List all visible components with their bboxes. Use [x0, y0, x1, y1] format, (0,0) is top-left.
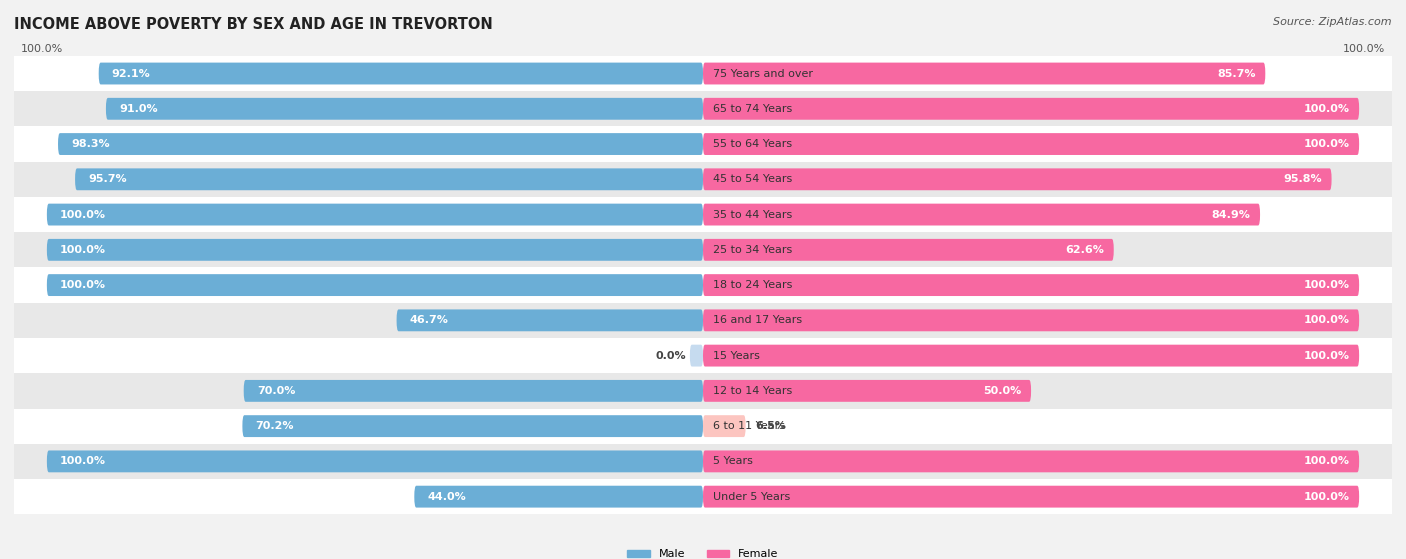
Text: 0.0%: 0.0% — [657, 350, 686, 361]
Text: 95.7%: 95.7% — [89, 174, 127, 184]
Text: 100.0%: 100.0% — [1343, 44, 1385, 54]
Text: 75 Years and over: 75 Years and over — [713, 69, 813, 78]
FancyBboxPatch shape — [703, 486, 1360, 508]
Text: Under 5 Years: Under 5 Years — [713, 492, 790, 501]
Text: 70.2%: 70.2% — [256, 421, 294, 431]
Text: 6.5%: 6.5% — [755, 421, 786, 431]
Bar — [14, 303, 1392, 338]
Text: 100.0%: 100.0% — [1303, 492, 1350, 501]
Bar — [14, 479, 1392, 514]
Text: 65 to 74 Years: 65 to 74 Years — [713, 104, 792, 114]
FancyBboxPatch shape — [703, 310, 1360, 331]
FancyBboxPatch shape — [703, 380, 1031, 402]
Bar — [14, 444, 1392, 479]
FancyBboxPatch shape — [105, 98, 703, 120]
FancyBboxPatch shape — [703, 63, 1265, 84]
Bar — [14, 409, 1392, 444]
FancyBboxPatch shape — [703, 98, 1360, 120]
Text: 98.3%: 98.3% — [72, 139, 110, 149]
Text: 44.0%: 44.0% — [427, 492, 467, 501]
FancyBboxPatch shape — [703, 133, 1360, 155]
FancyBboxPatch shape — [415, 486, 703, 508]
Text: 100.0%: 100.0% — [1303, 350, 1350, 361]
FancyBboxPatch shape — [690, 345, 703, 367]
FancyBboxPatch shape — [242, 415, 703, 437]
FancyBboxPatch shape — [703, 274, 1360, 296]
Text: 45 to 54 Years: 45 to 54 Years — [713, 174, 792, 184]
Text: 50.0%: 50.0% — [983, 386, 1021, 396]
FancyBboxPatch shape — [243, 380, 703, 402]
FancyBboxPatch shape — [46, 203, 703, 225]
Text: 46.7%: 46.7% — [409, 315, 449, 325]
Text: 100.0%: 100.0% — [60, 245, 105, 255]
FancyBboxPatch shape — [703, 239, 1114, 260]
FancyBboxPatch shape — [703, 168, 1331, 190]
FancyBboxPatch shape — [98, 63, 703, 84]
Bar — [14, 56, 1392, 91]
Bar — [14, 267, 1392, 303]
FancyBboxPatch shape — [58, 133, 703, 155]
Text: INCOME ABOVE POVERTY BY SEX AND AGE IN TREVORTON: INCOME ABOVE POVERTY BY SEX AND AGE IN T… — [14, 17, 494, 32]
Text: 100.0%: 100.0% — [1303, 280, 1350, 290]
FancyBboxPatch shape — [703, 203, 1260, 225]
Text: 100.0%: 100.0% — [1303, 104, 1350, 114]
FancyBboxPatch shape — [46, 451, 703, 472]
FancyBboxPatch shape — [75, 168, 703, 190]
Text: 95.8%: 95.8% — [1284, 174, 1322, 184]
FancyBboxPatch shape — [703, 451, 1360, 472]
Text: 25 to 34 Years: 25 to 34 Years — [713, 245, 792, 255]
FancyBboxPatch shape — [46, 274, 703, 296]
Bar — [14, 162, 1392, 197]
Bar — [14, 197, 1392, 232]
FancyBboxPatch shape — [46, 239, 703, 260]
Bar — [14, 126, 1392, 162]
Bar — [14, 232, 1392, 267]
Text: 18 to 24 Years: 18 to 24 Years — [713, 280, 792, 290]
Text: 6 to 11 Years: 6 to 11 Years — [713, 421, 785, 431]
Text: 62.6%: 62.6% — [1064, 245, 1104, 255]
FancyBboxPatch shape — [703, 345, 1360, 367]
Text: Source: ZipAtlas.com: Source: ZipAtlas.com — [1274, 17, 1392, 27]
Text: 100.0%: 100.0% — [60, 210, 105, 220]
Text: 15 Years: 15 Years — [713, 350, 759, 361]
Text: 91.0%: 91.0% — [120, 104, 157, 114]
Text: 92.1%: 92.1% — [112, 69, 150, 78]
Bar — [14, 373, 1392, 409]
Legend: Male, Female: Male, Female — [623, 545, 783, 559]
Bar — [14, 338, 1392, 373]
Bar — [14, 91, 1392, 126]
Text: 5 Years: 5 Years — [713, 456, 752, 466]
Text: 100.0%: 100.0% — [1303, 315, 1350, 325]
Text: 12 to 14 Years: 12 to 14 Years — [713, 386, 792, 396]
Text: 100.0%: 100.0% — [21, 44, 63, 54]
FancyBboxPatch shape — [703, 415, 745, 437]
Text: 70.0%: 70.0% — [257, 386, 295, 396]
Text: 100.0%: 100.0% — [1303, 456, 1350, 466]
Text: 84.9%: 84.9% — [1212, 210, 1250, 220]
Text: 35 to 44 Years: 35 to 44 Years — [713, 210, 792, 220]
FancyBboxPatch shape — [396, 310, 703, 331]
Text: 55 to 64 Years: 55 to 64 Years — [713, 139, 792, 149]
Text: 16 and 17 Years: 16 and 17 Years — [713, 315, 801, 325]
Text: 100.0%: 100.0% — [1303, 139, 1350, 149]
Text: 100.0%: 100.0% — [60, 456, 105, 466]
Text: 85.7%: 85.7% — [1218, 69, 1256, 78]
Text: 100.0%: 100.0% — [60, 280, 105, 290]
